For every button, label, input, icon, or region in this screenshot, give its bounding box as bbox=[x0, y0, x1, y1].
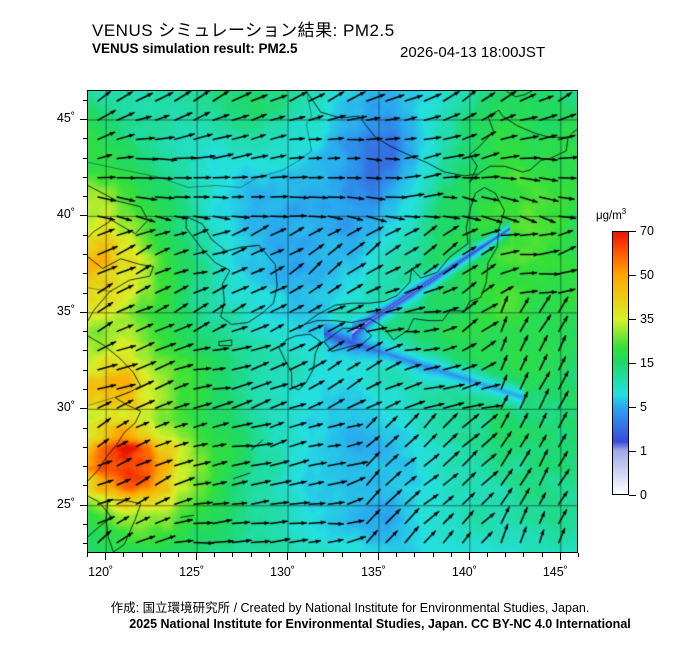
x-axis-label: 130˚ bbox=[270, 565, 296, 579]
y-axis-major-tick bbox=[80, 215, 87, 217]
y-axis-minor-tick bbox=[83, 273, 87, 275]
colorbar-tick bbox=[629, 363, 636, 365]
page-title-japanese: VENUS シミュレーション結果: PM2.5 bbox=[92, 21, 395, 40]
y-axis-minor-tick bbox=[83, 196, 87, 198]
colorbar-unit-text: μg/m bbox=[596, 209, 622, 222]
x-axis-major-tick bbox=[468, 553, 470, 560]
x-axis-minor-tick bbox=[432, 553, 434, 557]
colorbar-tick-label: 15 bbox=[640, 356, 654, 370]
x-axis-major-tick bbox=[377, 553, 379, 560]
y-axis-minor-tick bbox=[83, 234, 87, 236]
y-axis-label: 30˚ bbox=[56, 400, 75, 415]
x-axis-minor-tick bbox=[359, 553, 361, 557]
x-axis-label: 135˚ bbox=[360, 565, 386, 579]
x-axis-minor-tick bbox=[141, 553, 143, 557]
y-axis-minor-tick bbox=[83, 369, 87, 371]
y-axis-minor-tick bbox=[83, 350, 87, 352]
x-axis-minor-tick bbox=[123, 553, 125, 557]
x-axis-minor-tick bbox=[487, 553, 489, 557]
x-axis-major-tick bbox=[559, 553, 561, 560]
y-axis-minor-tick bbox=[83, 389, 87, 391]
x-axis-major-tick bbox=[196, 553, 198, 560]
x-axis-label: 120˚ bbox=[88, 565, 114, 579]
y-axis-minor-tick bbox=[83, 99, 87, 101]
colorbar-tick bbox=[629, 275, 636, 277]
x-axis-minor-tick bbox=[578, 553, 579, 557]
credit-line-english: 2025 National Institute for Environmenta… bbox=[129, 617, 631, 631]
pm25-concentration-map bbox=[88, 91, 577, 552]
colorbar-tick bbox=[629, 450, 636, 453]
y-axis-major-tick bbox=[80, 408, 87, 410]
colorbar-tick-label: 50 bbox=[640, 268, 654, 282]
y-axis-label: 35˚ bbox=[56, 303, 75, 318]
x-axis-minor-tick bbox=[250, 553, 252, 557]
colorbar-legend: 70 50 35 15 5 1 0 bbox=[612, 224, 654, 502]
colorbar-gradient bbox=[612, 231, 629, 495]
y-axis-minor-tick bbox=[83, 543, 87, 545]
x-axis-minor-tick bbox=[323, 553, 325, 557]
y-axis-major-tick bbox=[80, 311, 87, 313]
x-axis-major-tick bbox=[287, 553, 289, 560]
x-axis-minor-tick bbox=[414, 553, 416, 557]
colorbar-tick bbox=[629, 495, 636, 497]
x-axis-minor-tick bbox=[214, 553, 216, 557]
y-axis-label: 40˚ bbox=[56, 207, 75, 222]
colorbar-tick-label: 0 bbox=[640, 488, 647, 502]
x-axis-minor-tick bbox=[505, 553, 507, 557]
y-axis-label: 45˚ bbox=[56, 110, 75, 125]
colorbar-tick bbox=[629, 318, 636, 321]
x-axis-minor-tick bbox=[232, 553, 234, 557]
y-axis-minor-tick bbox=[83, 446, 87, 448]
y-axis-minor-tick bbox=[83, 292, 87, 294]
colorbar-tick-label: 1 bbox=[640, 443, 647, 458]
colorbar-tick-label: 5 bbox=[640, 400, 647, 414]
colorbar-unit-exponent: 3 bbox=[621, 207, 627, 216]
y-axis-major-tick bbox=[80, 118, 87, 120]
y-axis-minor-tick bbox=[83, 485, 87, 487]
x-axis-minor-tick bbox=[450, 553, 452, 557]
page-title-english: VENUS simulation result: PM2.5 bbox=[92, 41, 298, 56]
map-plot-area bbox=[87, 90, 578, 553]
credit-line-japanese: 作成: 国立環境研究所 / Created by National Instit… bbox=[110, 601, 590, 615]
colorbar-tick bbox=[629, 231, 636, 233]
y-axis-minor-tick bbox=[83, 466, 87, 468]
x-axis-label: 145˚ bbox=[542, 565, 568, 579]
colorbar-unit-label: μg/m3 bbox=[596, 207, 626, 222]
timestamp-label: 2026-04-13 18:00JST bbox=[400, 44, 546, 61]
y-axis-minor-tick bbox=[83, 138, 87, 140]
x-axis-minor-tick bbox=[523, 553, 525, 557]
y-axis-minor-tick bbox=[83, 253, 87, 255]
colorbar-tick bbox=[629, 407, 636, 409]
x-axis-minor-tick bbox=[541, 553, 543, 557]
y-axis-label: 25˚ bbox=[56, 496, 75, 511]
x-axis-minor-tick bbox=[159, 553, 161, 557]
x-axis-minor-tick bbox=[177, 553, 179, 557]
x-axis-label: 125˚ bbox=[179, 565, 205, 579]
x-axis-minor-tick bbox=[396, 553, 398, 557]
x-axis-minor-tick bbox=[268, 553, 270, 557]
x-axis-major-tick bbox=[105, 553, 107, 560]
x-axis-label: 140˚ bbox=[451, 565, 477, 579]
y-axis-minor-tick bbox=[83, 331, 87, 333]
y-axis-major-tick bbox=[80, 504, 87, 506]
colorbar-tick-label: 35 bbox=[640, 311, 654, 326]
y-axis-minor-tick bbox=[83, 176, 87, 178]
y-axis-minor-tick bbox=[83, 524, 87, 526]
y-axis-minor-tick bbox=[83, 157, 87, 159]
x-axis-minor-tick bbox=[305, 553, 307, 557]
colorbar-tick-label: 70 bbox=[640, 224, 654, 238]
x-axis-minor-tick bbox=[87, 553, 88, 557]
y-axis-minor-tick bbox=[83, 427, 87, 429]
x-axis-minor-tick bbox=[341, 553, 343, 557]
